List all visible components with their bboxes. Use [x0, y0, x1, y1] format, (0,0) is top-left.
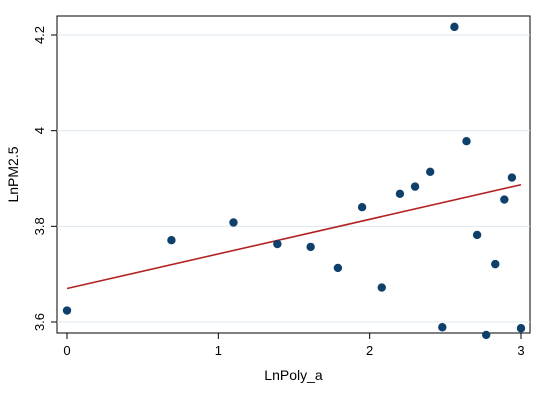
data-point [516, 324, 526, 333]
data-point [333, 263, 343, 273]
data-point [167, 236, 176, 245]
data-point [507, 173, 517, 182]
x-tick-label: 2 [366, 343, 373, 358]
plot-frame [56, 15, 531, 334]
y-tick-label: 4.2 [32, 26, 47, 44]
data-point [377, 283, 386, 292]
data-point [395, 189, 405, 199]
plot-layer: 3.6 3.8 4 4.2 0 1 2 3 [32, 15, 531, 358]
data-point [273, 239, 282, 249]
data-point [229, 218, 238, 227]
y-tick-label: 4 [32, 127, 47, 134]
data-point [410, 182, 420, 191]
data-point [438, 323, 447, 332]
data-point [357, 203, 367, 212]
data-point [500, 195, 509, 204]
x-tick-label: 1 [215, 343, 222, 358]
y-tick-label: 3.8 [32, 217, 47, 235]
data-point [306, 242, 315, 252]
y-axis-title: LnPM2.5 [5, 146, 21, 202]
data-point [462, 136, 471, 146]
x-tick-label: 0 [63, 343, 70, 358]
data-point [481, 330, 491, 340]
fit-line [66, 183, 522, 290]
data-point [450, 22, 459, 32]
data-point [62, 306, 72, 315]
x-axis-title: LnPoly_a [264, 367, 323, 383]
y-tick-label: 3.6 [32, 313, 47, 331]
data-point [472, 230, 482, 240]
data-point [426, 167, 435, 177]
x-tick-label: 3 [517, 343, 524, 358]
data-point [491, 259, 500, 269]
